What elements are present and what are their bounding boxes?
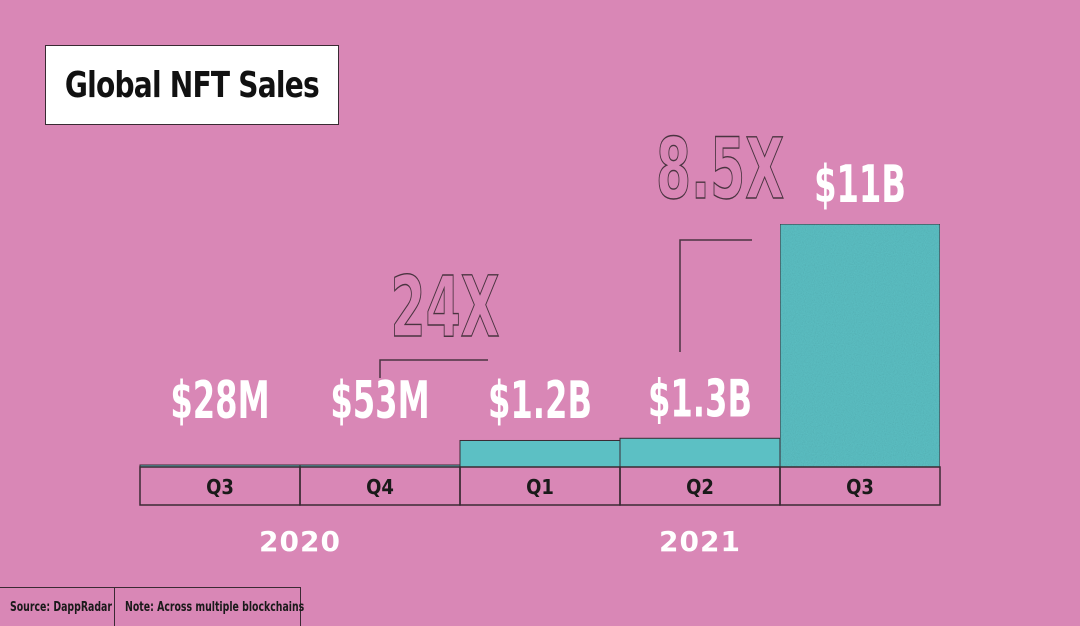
category-cell-4 [779, 466, 941, 506]
data-label-0: $28M [170, 371, 269, 431]
annotation-text-0: 24X [391, 260, 500, 357]
footer: Source: DappRadar Note: Across multiple … [0, 587, 305, 626]
data-label-3: $1.3B [648, 369, 752, 429]
bar-2 [459, 439, 621, 468]
annotation-text-1: 8.5X [656, 122, 784, 219]
category-label-0: Q3 [206, 476, 234, 499]
category-label-3: Q2 [686, 476, 714, 499]
bar-3 [619, 437, 781, 468]
data-label-1: $53M [330, 371, 429, 431]
note-text: Note: Across multiple blockchains [125, 599, 305, 615]
title-box: Global NFT Sales [45, 45, 339, 125]
category-label-1: Q4 [366, 476, 394, 499]
chart-title: Global NFT Sales [64, 64, 320, 106]
annotation-bracket-1 [679, 239, 752, 352]
category-label-4: Q3 [846, 476, 874, 499]
year-label-1: 2021 [659, 525, 741, 558]
bar-4 [779, 223, 941, 468]
source-text: Source: DappRadar [10, 599, 112, 615]
source-cell: Source: DappRadar [0, 588, 115, 626]
year-label-0: 2020 [259, 525, 341, 558]
data-label-4: $11B [814, 155, 906, 215]
data-label-2: $1.2B [488, 371, 592, 431]
category-label-2: Q1 [526, 476, 554, 499]
annotation-bracket-0 [379, 359, 488, 378]
note-cell: Note: Across multiple blockchains [115, 588, 305, 626]
